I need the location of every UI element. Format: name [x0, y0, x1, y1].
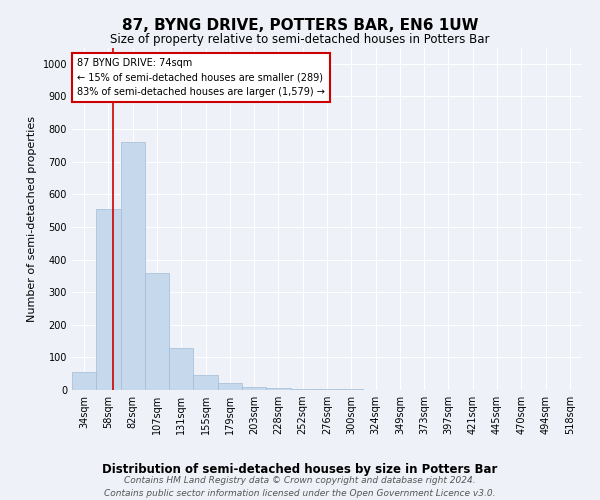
Bar	[96, 209, 121, 390]
Bar	[121, 142, 145, 390]
Bar	[290, 389, 315, 390]
Bar	[145, 272, 169, 390]
Text: Contains HM Land Registry data © Crown copyright and database right 2024.
Contai: Contains HM Land Registry data © Crown c…	[104, 476, 496, 498]
Y-axis label: Number of semi-detached properties: Number of semi-detached properties	[27, 116, 37, 322]
Text: 87 BYNG DRIVE: 74sqm
← 15% of semi-detached houses are smaller (289)
83% of semi: 87 BYNG DRIVE: 74sqm ← 15% of semi-detac…	[77, 58, 325, 98]
Text: Size of property relative to semi-detached houses in Potters Bar: Size of property relative to semi-detach…	[110, 32, 490, 46]
Text: 87, BYNG DRIVE, POTTERS BAR, EN6 1UW: 87, BYNG DRIVE, POTTERS BAR, EN6 1UW	[122, 18, 478, 32]
Text: Distribution of semi-detached houses by size in Potters Bar: Distribution of semi-detached houses by …	[103, 462, 497, 475]
Bar	[218, 384, 242, 390]
Bar	[193, 376, 218, 390]
Bar	[266, 388, 290, 390]
Bar	[72, 372, 96, 390]
Bar	[169, 348, 193, 390]
Bar	[242, 386, 266, 390]
